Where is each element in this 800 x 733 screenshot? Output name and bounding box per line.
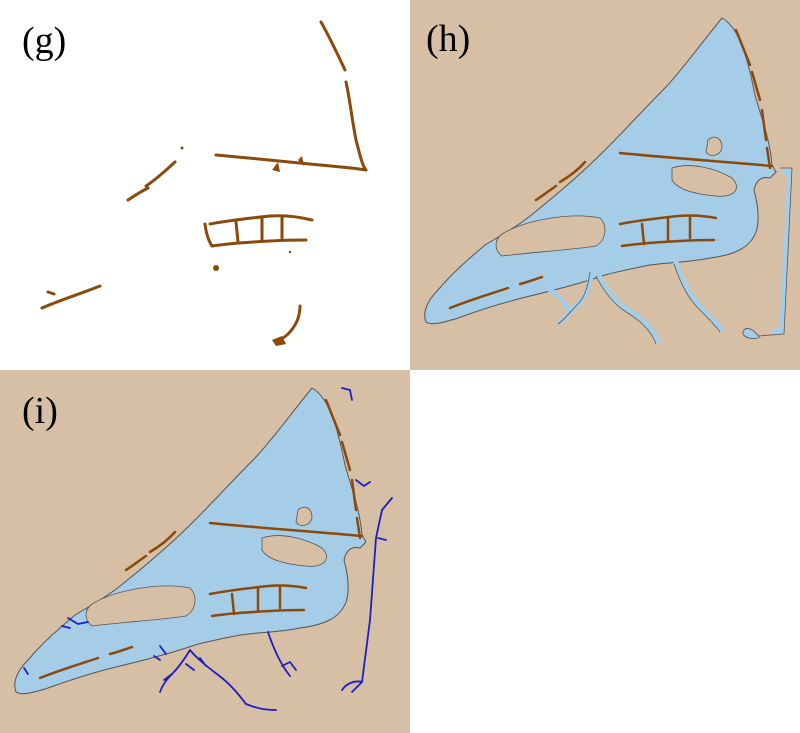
network-northeast (341, 387, 371, 487)
panel-i: (i) (0, 370, 410, 733)
channel-arc-a (144, 160, 177, 188)
southern-inlet-outlines (557, 263, 721, 345)
network-west-branch (163, 657, 207, 681)
channel-end-blob (272, 336, 286, 346)
network-south-spine (245, 703, 277, 711)
panel-label-i: (i) (22, 390, 58, 432)
eastern-canal (742, 167, 793, 339)
channel-block-left (203, 222, 214, 248)
channel-block-top (208, 214, 314, 226)
channel-tip-1 (272, 162, 280, 172)
channel-upper-main (344, 80, 368, 172)
channel-node-1 (213, 265, 219, 271)
network-west-lagoon (61, 617, 89, 629)
lagoon-map-i (0, 370, 410, 733)
channel-map (40, 20, 368, 346)
panel-label-g: (g) (22, 20, 67, 62)
network-east-branch-2 (341, 680, 363, 691)
channel-small-1 (46, 290, 56, 296)
channel-lower-hook (274, 304, 302, 344)
network-middle (267, 631, 291, 677)
lagoon-map-h (410, 0, 800, 370)
channel-tip-2 (298, 156, 304, 166)
network-middle-branch (281, 661, 297, 671)
channel-block-bottom (210, 238, 308, 248)
channel-lower-left (40, 284, 102, 310)
panel-g: (g) (0, 0, 410, 370)
channel-node-3 (288, 250, 292, 254)
panel-label-h: (h) (426, 18, 471, 60)
blue-network (23, 387, 393, 711)
network-southwest (153, 645, 167, 661)
network-east-branch-1 (377, 537, 387, 541)
network-far-west (23, 667, 29, 675)
channel-horizontal (214, 153, 368, 172)
network-east-trunk (351, 497, 393, 693)
channel-arc-b (126, 186, 150, 202)
panel-h: (h) (410, 0, 800, 370)
channel-diagonal (319, 20, 347, 72)
channel-node-2 (180, 146, 184, 150)
network-south-main (189, 649, 247, 705)
channel-block-mid (234, 214, 284, 244)
